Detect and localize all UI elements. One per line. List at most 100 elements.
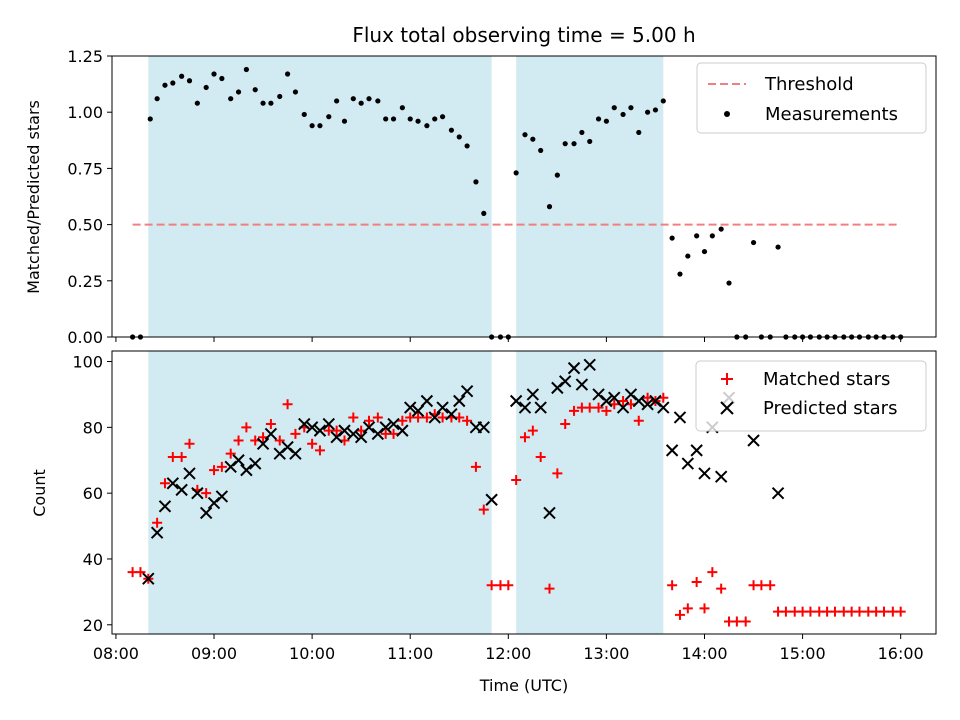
predicted-star-marker xyxy=(387,417,400,431)
y-tick-label: 40 xyxy=(83,550,103,569)
measurement-point xyxy=(718,226,724,232)
matched-star-marker xyxy=(478,504,489,515)
y-tick-label: 0.75 xyxy=(67,159,103,178)
predicted-star-marker xyxy=(264,427,278,441)
matched-star-marker xyxy=(397,415,408,426)
measurement-point xyxy=(530,136,536,142)
matched-star-marker xyxy=(152,517,163,528)
matched-star-marker xyxy=(314,445,325,456)
y-tick-label: 0.00 xyxy=(67,328,103,347)
predicted-star-marker xyxy=(583,358,596,372)
shaded-interval xyxy=(148,56,492,337)
predicted-star-marker xyxy=(354,431,368,444)
predicted-star-marker xyxy=(526,388,540,401)
matched-star-marker xyxy=(241,422,252,433)
predicted-star-marker xyxy=(673,411,687,424)
measurement-point xyxy=(611,105,617,111)
matched-star-marker xyxy=(233,435,244,446)
matched-star-marker xyxy=(184,438,195,449)
measurement-point xyxy=(448,127,455,133)
predicted-star-marker xyxy=(665,444,679,457)
predicted-star-marker xyxy=(298,417,311,431)
measurement-point xyxy=(366,96,372,102)
matched-star-marker xyxy=(201,488,212,499)
measurement-point xyxy=(326,114,332,120)
legend-plus-marker xyxy=(721,373,733,385)
y-tick-label: 1.00 xyxy=(67,103,103,122)
measurement-point xyxy=(147,116,153,122)
y-tick-label: 20 xyxy=(83,616,103,635)
measurement-point xyxy=(424,123,430,129)
measurement-point xyxy=(669,235,675,241)
matched-star-marker xyxy=(699,603,710,614)
predicted-star-marker xyxy=(681,457,695,470)
measurement-point xyxy=(170,80,176,86)
measurement-point xyxy=(194,100,200,106)
x-tick-label: 13:00 xyxy=(583,644,629,663)
measurement-point xyxy=(399,105,405,111)
matched-star-marker xyxy=(274,435,285,446)
legend-measurement-dot xyxy=(724,111,730,117)
matched-star-marker xyxy=(854,606,865,617)
count-legend: Matched stars Predicted stars xyxy=(695,360,927,432)
y-tick-label: 0.25 xyxy=(67,272,103,291)
matched-star-marker xyxy=(348,412,359,423)
legend-predicted-label: Predicted stars xyxy=(763,398,897,419)
matched-star-marker xyxy=(535,451,546,462)
matched-star-marker xyxy=(879,606,890,617)
y-tick-label: 80 xyxy=(83,418,103,437)
measurement-point xyxy=(292,89,299,95)
predicted-star-marker xyxy=(600,394,613,408)
predicted-star-marker xyxy=(445,407,458,421)
plot-frame xyxy=(111,55,937,338)
x-tick-label: 11:00 xyxy=(387,644,433,663)
predicted-star-marker xyxy=(616,401,630,414)
matched-star-marker xyxy=(216,461,227,472)
measurement-point xyxy=(473,179,479,185)
x-tick-label: 14:00 xyxy=(681,644,727,663)
predicted-star-marker xyxy=(150,526,164,539)
measurement-point xyxy=(685,253,691,259)
matched-star-marker xyxy=(780,606,791,617)
measurement-point xyxy=(513,170,519,176)
x-tick-label: 16:00 xyxy=(878,644,924,663)
predicted-star-marker xyxy=(289,447,302,460)
measurement-point xyxy=(260,100,266,106)
matched-star-marker xyxy=(282,399,293,410)
predicted-star-marker xyxy=(657,401,670,414)
predicted-star-marker xyxy=(567,361,581,375)
predicted-star-marker xyxy=(142,572,155,585)
predicted-star-marker xyxy=(404,401,417,414)
measurement-point xyxy=(334,98,340,104)
matched-star-marker xyxy=(364,415,375,426)
measurement-point xyxy=(775,244,781,250)
measurement-point xyxy=(595,116,602,122)
predicted-star-marker xyxy=(175,483,188,497)
matched-star-marker xyxy=(756,580,767,591)
measurement-point xyxy=(628,105,634,111)
matched-star-marker xyxy=(437,412,448,423)
predicted-star-marker xyxy=(191,486,204,500)
measurement-point xyxy=(439,114,446,120)
predicted-star-marker xyxy=(485,493,498,506)
matched-star-marker xyxy=(209,465,220,476)
measurement-point xyxy=(456,134,462,140)
y-tick-label: 60 xyxy=(83,484,103,503)
measurement-point xyxy=(603,118,610,124)
plot-frame xyxy=(111,350,937,635)
matched-star-marker xyxy=(470,461,481,472)
measurement-point xyxy=(546,204,553,210)
matched-star-marker xyxy=(829,606,840,617)
legend-measurements-label: Measurements xyxy=(765,104,898,125)
y-tick-label: 100 xyxy=(72,353,103,372)
legend-threshold-label: Threshold xyxy=(764,74,854,95)
x-tick-label: 15:00 xyxy=(780,644,826,663)
measurement-point xyxy=(464,143,470,149)
predicted-star-marker xyxy=(436,401,449,414)
predicted-star-marker xyxy=(518,401,532,414)
chart-title: Flux total observing time = 5.00 h xyxy=(352,23,695,47)
measurement-point xyxy=(268,100,274,106)
matched-star-marker xyxy=(486,580,497,591)
matched-star-marker xyxy=(633,415,644,426)
